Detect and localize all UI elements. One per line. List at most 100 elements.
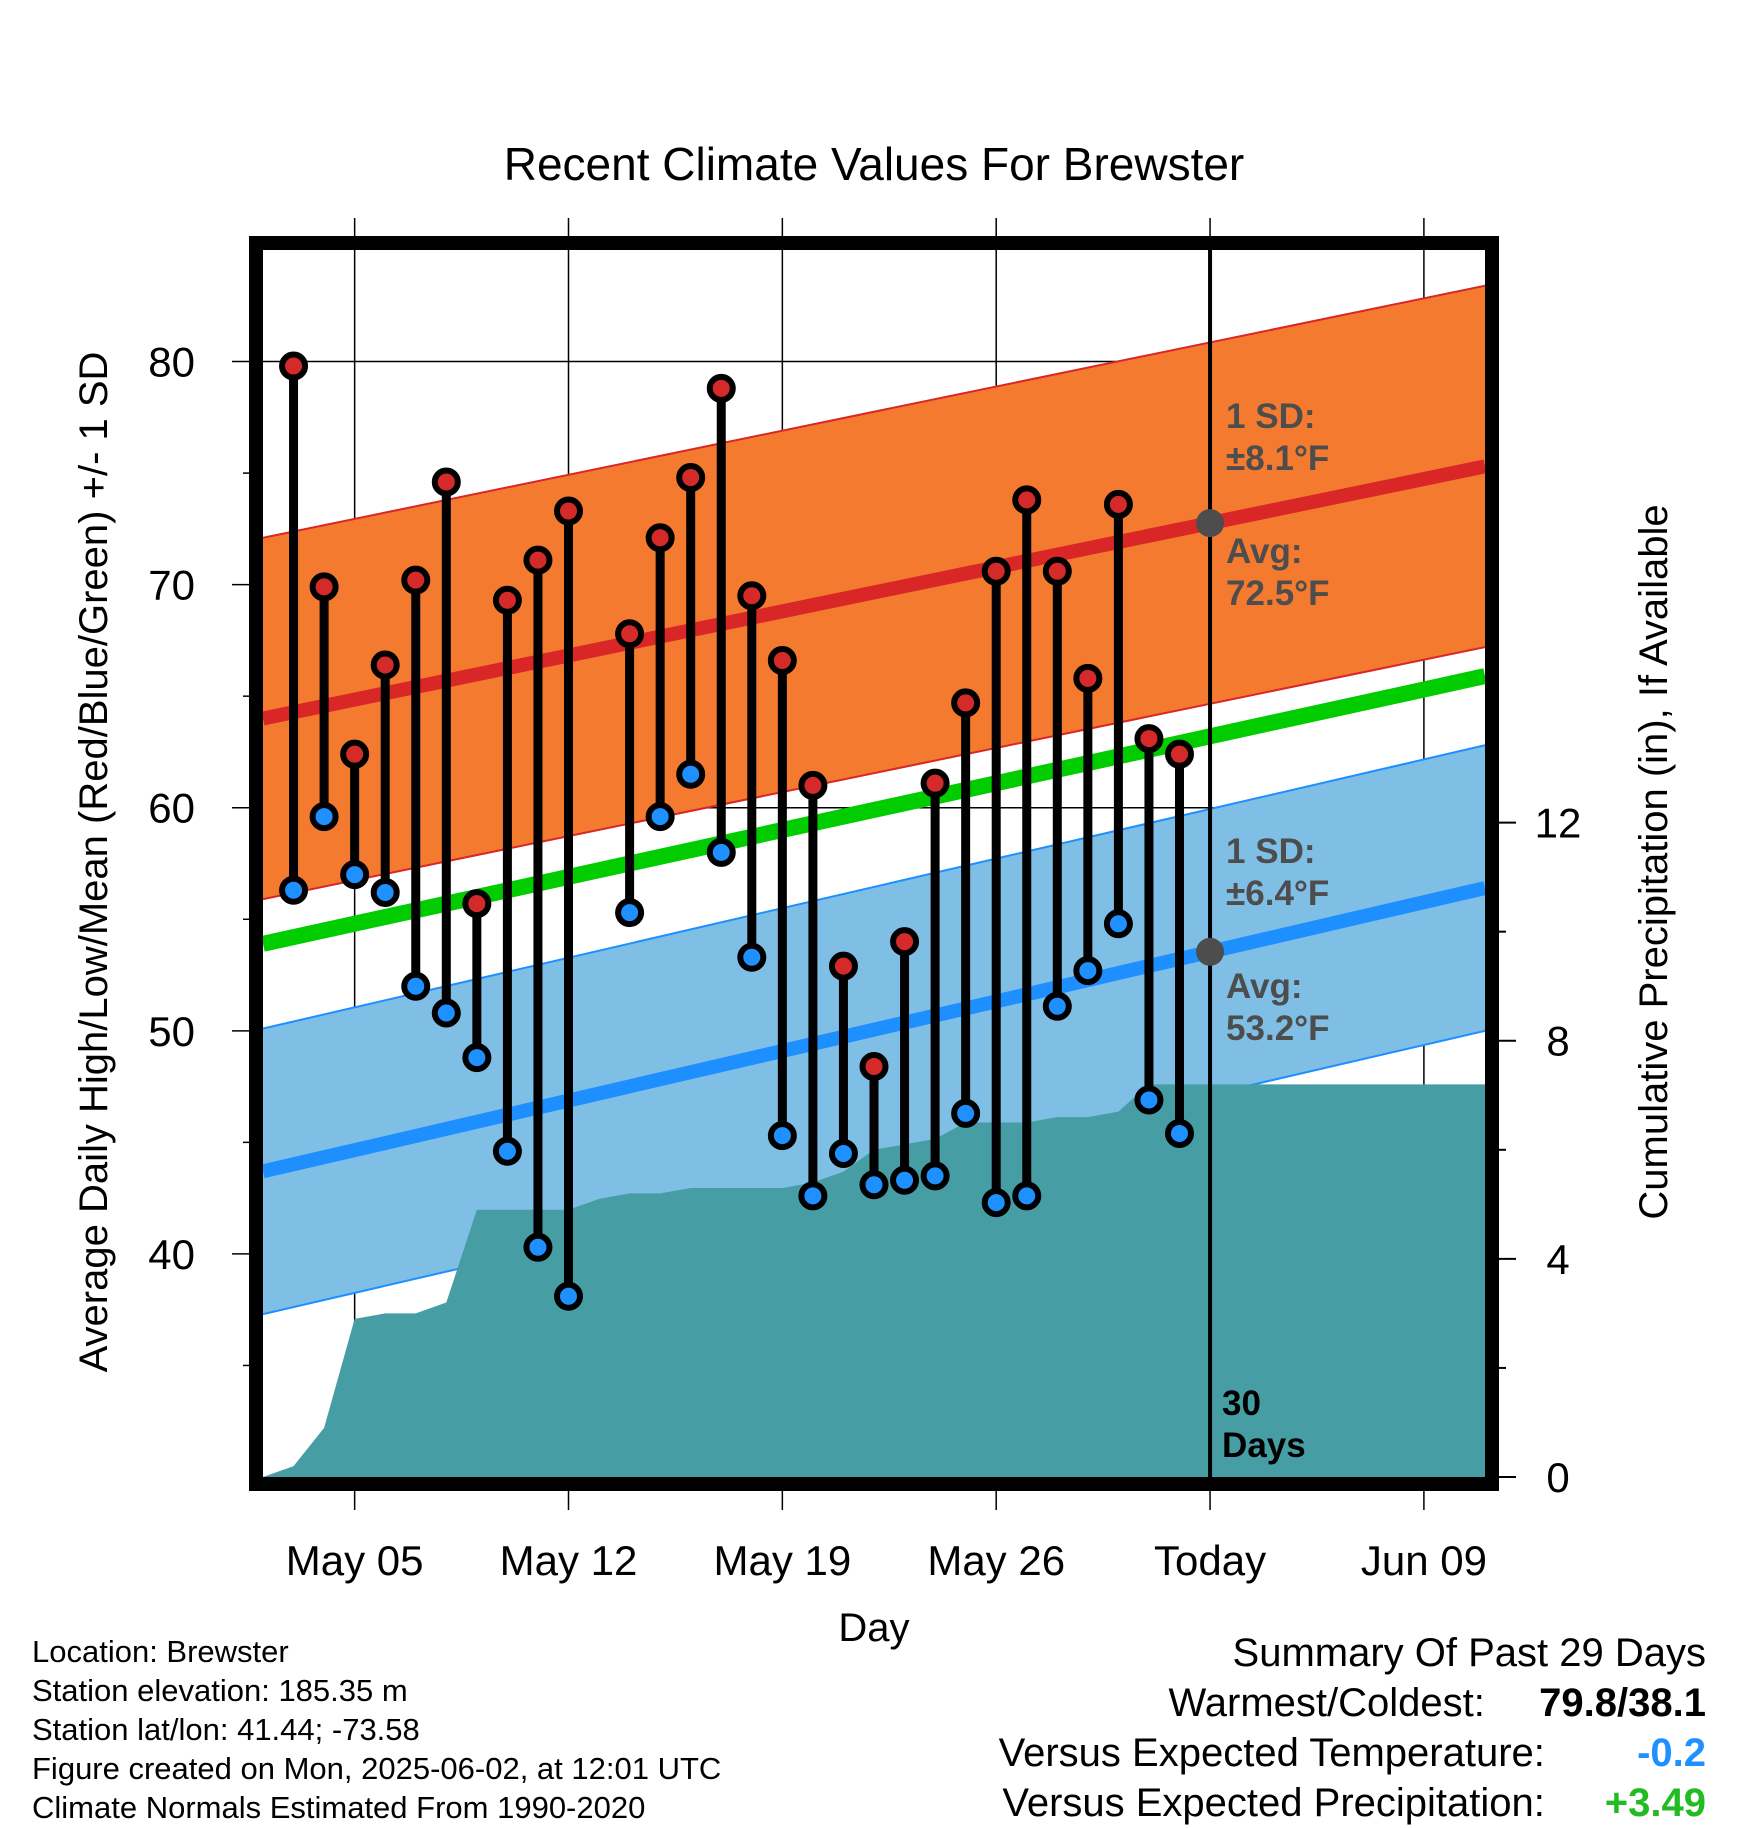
low-sd-annotation: 1 SD: [1226, 832, 1315, 871]
daily-low-point [890, 1165, 920, 1195]
daily-low-point [645, 802, 675, 832]
created-text: Figure created on Mon, 2025-06-02, at 12… [32, 1751, 722, 1786]
daily-high-point [859, 1052, 889, 1082]
daily-high-point [462, 889, 492, 919]
daily-low-point [828, 1139, 858, 1169]
daily-low-point [767, 1121, 797, 1151]
temp-label: Versus Expected Temperature: [998, 1731, 1545, 1775]
y-tick-label: 60 [148, 785, 195, 832]
summary-warmest-row: Warmest/Coldest: 79.8/38.1 [999, 1678, 1707, 1728]
elevation-text: Station elevation: 185.35 m [32, 1673, 408, 1708]
daily-high-point [554, 496, 583, 526]
x-tick-label: May 19 [713, 1537, 851, 1584]
high-band-upper [263, 284, 1485, 539]
daily-high-point [828, 951, 858, 981]
window-annotation: 30 [1222, 1384, 1261, 1423]
x-tick-label: May 05 [286, 1537, 424, 1584]
high-sd-annotation: 1 SD: [1226, 397, 1315, 436]
low-normal-line [263, 881, 1485, 1179]
daily-high-point [890, 927, 920, 957]
daily-high-point [981, 556, 1011, 586]
x-tick-label: May 12 [500, 1537, 638, 1584]
daily-high-point [1103, 489, 1133, 519]
low-avg-marker [1196, 937, 1225, 966]
chart-title: Recent Climate Values For Brewster [504, 138, 1245, 190]
high-sd-annotation: ±8.1°F [1226, 439, 1329, 478]
y2-tick-label: 0 [1546, 1454, 1569, 1501]
daily-low-point [1165, 1118, 1194, 1148]
precip-area [263, 1084, 1485, 1477]
daily-high-point [1165, 739, 1194, 769]
daily-low-point [615, 898, 645, 928]
high-avg-annotation: 72.5°F [1226, 574, 1330, 613]
y-tick-label: 80 [148, 339, 195, 386]
low-band-upper [263, 744, 1485, 1030]
normals-text: Climate Normals Estimated From 1990-2020 [32, 1790, 646, 1825]
daily-low-point [1103, 909, 1133, 939]
y-tick-label: 40 [148, 1231, 195, 1278]
station-info: Location: Brewster Station elevation: 18… [32, 1632, 721, 1827]
daily-high-point [798, 770, 828, 800]
daily-high-point [279, 351, 309, 381]
daily-high-point [615, 619, 645, 649]
summary-temp-row: Versus Expected Temperature: -0.2 [999, 1728, 1706, 1778]
daily-high-point [951, 688, 981, 718]
y2-tick-label: 12 [1535, 800, 1582, 847]
daily-high-point [1042, 556, 1072, 586]
daily-high-point [309, 572, 339, 602]
daily-marks [279, 351, 1194, 1311]
daily-low-point [309, 802, 339, 832]
daily-low-point [462, 1043, 492, 1073]
low-sd-annotation: ±6.4°F [1226, 874, 1329, 913]
daily-low-point [1042, 991, 1072, 1021]
daily-low-point [370, 878, 400, 908]
daily-high-point [676, 463, 706, 493]
daily-high-point [737, 581, 767, 611]
temp-value: -0.2 [1637, 1731, 1706, 1775]
warmest-label: Warmest/Coldest: [1168, 1681, 1485, 1725]
high-band-lower [263, 646, 1485, 901]
daily-low-point [981, 1188, 1011, 1218]
daily-low-point [798, 1181, 828, 1211]
y2-axis-label: Cumulative Precipitation (in), If Availa… [1632, 504, 1676, 1219]
low-avg-annotation: Avg: [1226, 967, 1302, 1006]
low-avg-annotation: 53.2°F [1226, 1009, 1330, 1048]
daily-high-point [401, 565, 431, 595]
daily-high-point [340, 739, 370, 769]
daily-low-point [431, 998, 461, 1028]
plot-frame [249, 236, 1499, 1491]
y2-tick-label: 8 [1546, 1018, 1569, 1065]
daily-high-point [767, 645, 797, 675]
daily-low-point [401, 971, 431, 1001]
y-tick-label: 70 [148, 562, 195, 609]
daily-high-point [370, 650, 400, 680]
daily-low-point [340, 860, 370, 890]
high-normal-line [263, 459, 1485, 726]
daily-low-point [920, 1161, 950, 1191]
daily-low-point [554, 1281, 583, 1311]
summary-panel: Summary Of Past 29 Days Warmest/Coldest:… [999, 1628, 1706, 1828]
y-axis-label: Average Daily High/Low/Mean (Red/Blue/Gr… [72, 352, 116, 1373]
daily-high-point [523, 545, 553, 575]
precip-label: Versus Expected Precipitation: [1002, 1781, 1545, 1825]
summary-precip-row: Versus Expected Precipitation: +3.49 [999, 1778, 1706, 1828]
window-annotation: Days [1222, 1426, 1306, 1465]
location-text: Location: Brewster [32, 1634, 289, 1669]
daily-high-point [431, 467, 461, 497]
daily-low-point [706, 837, 736, 867]
y2-tick-label: 4 [1546, 1236, 1569, 1283]
daily-high-point [1012, 485, 1042, 515]
daily-high-point [492, 585, 522, 615]
daily-high-point [706, 373, 736, 403]
summary-title: Summary Of Past 29 Days [1232, 1631, 1706, 1675]
warmest-value: 79.8/38.1 [1539, 1681, 1706, 1725]
daily-high-point [1134, 724, 1164, 754]
daily-low-point [492, 1136, 522, 1166]
daily-low-point [279, 875, 309, 905]
y-tick-label: 50 [148, 1008, 195, 1055]
x-tick-label: May 26 [927, 1537, 1065, 1584]
daily-low-point [676, 759, 706, 789]
daily-low-point [951, 1098, 981, 1128]
x-axis-label: Day [838, 1606, 909, 1650]
